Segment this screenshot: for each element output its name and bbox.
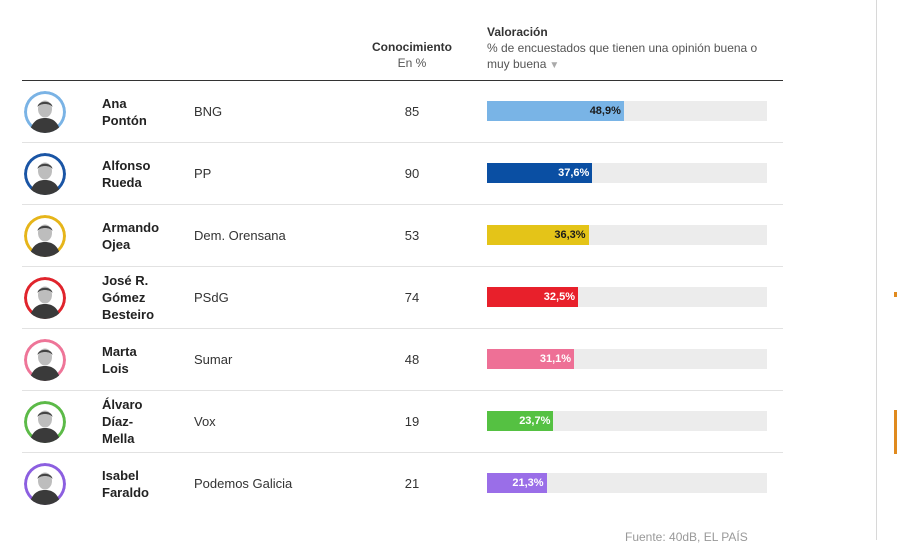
table-row: Isabel Faraldo Podemos Galicia 21 21,3% — [22, 453, 783, 514]
candidate-name: Alfonso Rueda — [102, 157, 151, 190]
person-portrait-icon — [24, 339, 66, 381]
edge-accent-bottom — [894, 410, 897, 454]
avatar — [24, 91, 66, 133]
bar-track: 36,3% — [487, 225, 767, 245]
source-note: Fuente: 40dB, EL PAÍS — [625, 530, 748, 544]
avatar — [24, 339, 66, 381]
avatar — [24, 401, 66, 443]
valoracion-bar: 36,3% — [487, 225, 589, 245]
valoracion-header[interactable]: Valoración % de encuestados que tienen u… — [487, 25, 777, 74]
triangle-down-icon[interactable]: ▼ — [549, 60, 560, 71]
avatar — [24, 463, 66, 505]
party-label: Vox — [194, 414, 216, 429]
person-portrait-icon — [24, 153, 66, 195]
conocimiento-value: 48 — [404, 352, 420, 367]
valoracion-bar: 23,7% — [487, 411, 554, 431]
valoracion-subtitle: % de encuestados que tienen una opinión … — [487, 41, 758, 71]
valoracion-bar: 32,5% — [487, 287, 578, 307]
bar-track: 48,9% — [487, 101, 767, 121]
table-row: José R. Gómez Besteiro PSdG 74 32,5% — [22, 267, 783, 329]
person-portrait-icon — [24, 91, 66, 133]
party-label: Dem. Orensana — [194, 228, 286, 243]
bar-value-label: 21,3% — [512, 477, 544, 489]
valoracion-bar: 48,9% — [487, 101, 624, 121]
party-label: Podemos Galicia — [194, 476, 293, 491]
valoracion-subtitle-wrap: % de encuestados que tienen una opinión … — [487, 40, 777, 74]
avatar — [24, 153, 66, 195]
bar-track: 32,5% — [487, 287, 767, 307]
table-header: Conocimiento En % Valoración % de encues… — [22, 0, 783, 81]
candidate-name: Álvaro Díaz- Mella — [102, 397, 143, 446]
person-portrait-icon — [24, 463, 66, 505]
conocimiento-subtitle: En % — [397, 56, 427, 70]
conocimiento-value: 85 — [404, 104, 420, 119]
valoracion-bar: 21,3% — [487, 473, 547, 493]
bar-track: 37,6% — [487, 163, 767, 183]
party-label: BNG — [194, 104, 223, 119]
conocimiento-value: 90 — [404, 166, 420, 181]
valoracion-title: Valoración — [487, 25, 548, 39]
table-body: Ana Pontón BNG 85 48,9% Alfonso Rueda PP 90 37,6%… — [22, 81, 783, 514]
candidate-name: Ana Pontón — [102, 95, 147, 128]
conocimiento-value: 74 — [404, 290, 420, 305]
conocimiento-title: Conocimiento — [372, 40, 452, 54]
avatar — [24, 277, 66, 319]
table-row: Marta Lois Sumar 48 31,1% — [22, 329, 783, 391]
table-row: Álvaro Díaz- Mella Vox 19 23,7% — [22, 391, 783, 453]
bar-value-label: 37,6% — [558, 167, 590, 179]
page-divider — [876, 0, 877, 540]
edge-accent-top — [894, 292, 897, 297]
bar-value-label: 32,5% — [543, 291, 575, 303]
bar-track: 21,3% — [487, 473, 767, 493]
table-row: Alfonso Rueda PP 90 37,6% — [22, 143, 783, 205]
party-label: PP — [194, 166, 212, 181]
avatar — [24, 215, 66, 257]
person-portrait-icon — [24, 401, 66, 443]
bar-value-label: 31,1% — [539, 353, 572, 365]
conocimiento-header: Conocimiento En % — [362, 40, 462, 70]
candidate-name: Armando Ojea — [102, 219, 160, 252]
valoracion-bar: 31,1% — [487, 349, 575, 369]
party-label: Sumar — [194, 352, 233, 367]
conocimiento-value: 21 — [404, 476, 420, 491]
table-row: Ana Pontón BNG 85 48,9% — [22, 81, 783, 143]
person-portrait-icon — [24, 215, 66, 257]
bar-track: 31,1% — [487, 349, 767, 369]
candidate-name: Marta Lois — [102, 343, 137, 376]
table-row: Armando Ojea Dem. Orensana 53 36,3% — [22, 205, 783, 267]
bar-value-label: 36,3% — [554, 229, 586, 241]
candidate-name: José R. Gómez Besteiro — [102, 273, 155, 322]
candidate-name: Isabel Faraldo — [102, 467, 149, 500]
valoracion-bar: 37,6% — [487, 163, 593, 183]
bar-value-label: 23,7% — [519, 415, 551, 427]
conocimiento-value: 53 — [404, 228, 420, 243]
bar-track: 23,7% — [487, 411, 767, 431]
party-label: PSdG — [194, 290, 229, 305]
person-portrait-icon — [24, 277, 66, 319]
bar-value-label: 48,9% — [589, 105, 621, 117]
conocimiento-value: 19 — [404, 414, 420, 429]
